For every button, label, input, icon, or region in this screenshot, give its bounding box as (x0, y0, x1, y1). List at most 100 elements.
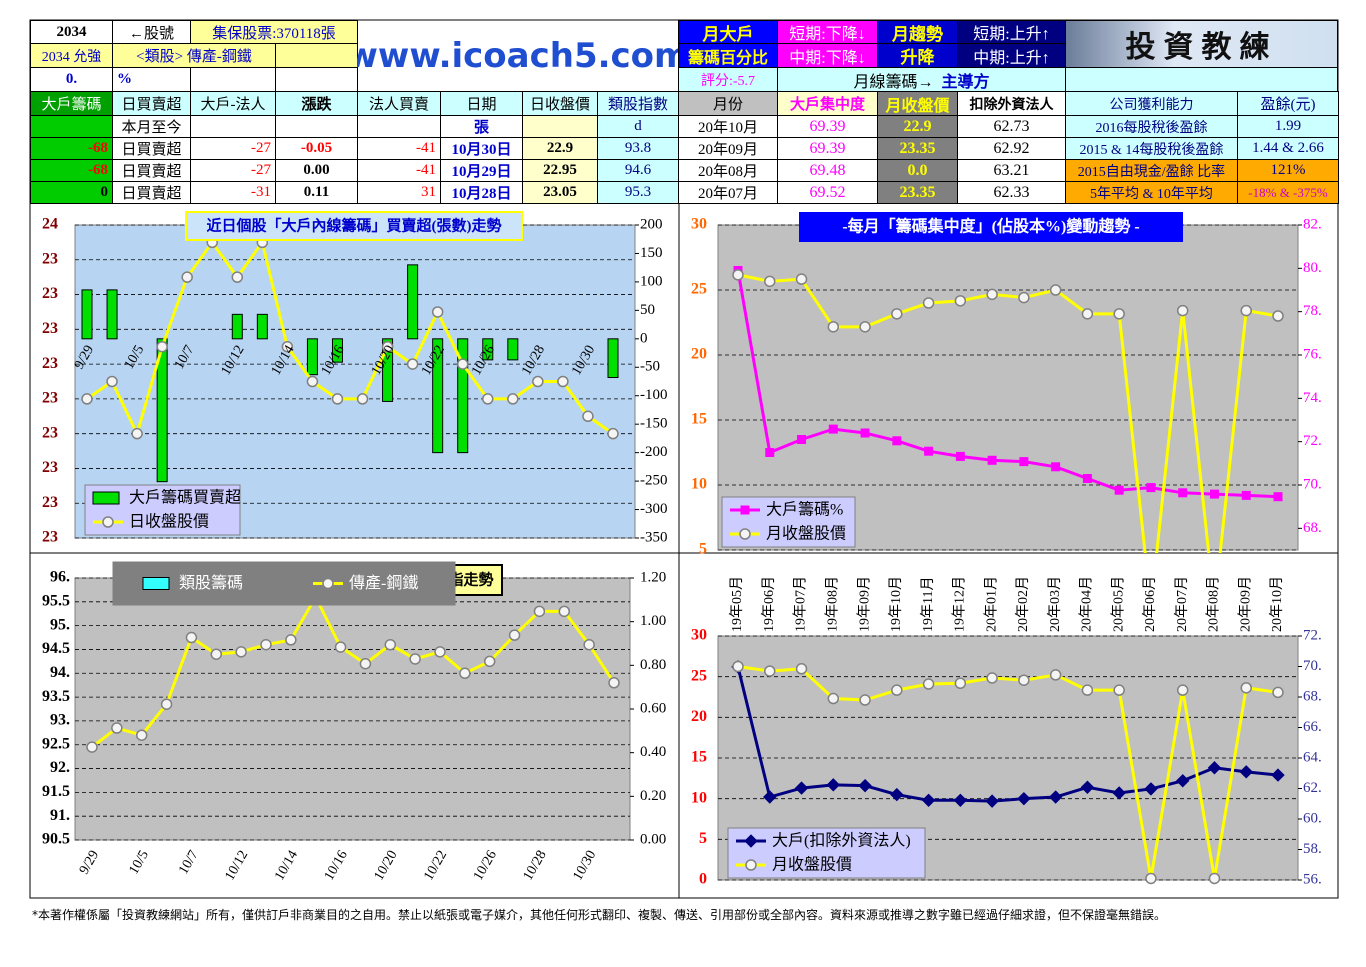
legend-label: 類股籌碼 (179, 574, 243, 592)
marker (985, 794, 999, 808)
marker (331, 393, 344, 405)
marker (434, 646, 446, 658)
bar (432, 338, 444, 454)
table-cell: 23.35 (877, 181, 958, 204)
y-tick-label: 23 (42, 390, 58, 407)
marker (281, 340, 294, 353)
x-tick-label: 20年10月 (1269, 576, 1285, 632)
marker (406, 358, 419, 370)
series-group (731, 660, 1285, 885)
main-force-label: 月線籌碼→ (853, 73, 934, 91)
y-tick-label: 93.5 (42, 688, 70, 705)
marker (507, 393, 519, 405)
month-big-2: 籌碼百分比 (678, 43, 778, 68)
pct: 0. (30, 67, 113, 92)
bar (306, 338, 318, 376)
marker (1273, 492, 1283, 502)
marker (1049, 669, 1062, 681)
y-tick-label: 15 (691, 749, 707, 766)
y-tick-label: 95. (50, 616, 70, 633)
table-cell: -68 (30, 159, 113, 182)
title-box (799, 212, 1183, 242)
footer: *本著作權係屬「投資教練網站」所有，僅供訂戶非商業目的之自用。禁止以紙張或電子媒… (32, 908, 1167, 922)
legend-marker (745, 859, 757, 871)
marker (185, 631, 198, 644)
site-logo: www.icoach5.com (357, 36, 679, 76)
y2-tick-label: -150 (640, 416, 668, 432)
table-cell: 張 (440, 115, 523, 138)
marker (409, 653, 421, 665)
marker (795, 273, 808, 285)
x-tick-label: 10/20 (372, 848, 401, 883)
plot-area (74, 577, 631, 841)
x-tick-label: 20年08月 (1206, 576, 1222, 632)
bar (457, 338, 469, 454)
table-header-cell: 日買賣超 (112, 91, 191, 116)
blank-cell (275, 43, 358, 68)
x-tick-label: 19年06月 (761, 576, 777, 632)
marker (181, 271, 193, 283)
marker (607, 427, 619, 440)
y2-tick-label: 78. (1303, 303, 1322, 319)
chart-title: -每月「籌碼集中度」(佔股本%)變動趨勢 - (842, 217, 1139, 236)
marker (891, 684, 903, 696)
marker (1049, 284, 1062, 296)
y-tick-label: 94.5 (42, 640, 70, 657)
y2-tick-label: 56. (1303, 871, 1322, 887)
bar (106, 289, 118, 340)
table-cell: 5年平均 & 10年平均 (1065, 181, 1238, 204)
y2-tick-label: 66. (1303, 719, 1322, 735)
y-tick-label: 23 (42, 250, 58, 267)
bar (382, 338, 394, 402)
y2-tick-label: 80. (1303, 260, 1322, 276)
table-header-cell: 大戶集中度 (777, 91, 878, 116)
legend-marker (740, 505, 750, 515)
legend-marker (744, 834, 758, 848)
marker (1017, 791, 1031, 806)
x-tick-label: 19年09月 (856, 576, 872, 632)
marker (1207, 761, 1222, 775)
table-cell: 2016每股稅後盈餘 (1065, 115, 1238, 138)
short-term: 短期:下降↓ (777, 20, 878, 44)
table-cell (30, 115, 113, 138)
legend-label: 日收盤股價 (129, 513, 209, 531)
y2-tick-label: 58. (1303, 841, 1322, 857)
y-tick-label: 5 (699, 830, 707, 847)
marker (764, 665, 776, 677)
y-tick-label: 0 (699, 871, 707, 888)
legend-label: 大戶(扣除外資法人) (772, 832, 911, 850)
marker (1048, 790, 1063, 804)
legend-label: 月收盤股價 (772, 856, 852, 874)
marker (1019, 457, 1029, 467)
bar (507, 338, 519, 361)
table-cell: 93.8 (597, 137, 679, 160)
y-tick-label: 10 (691, 476, 707, 493)
marker (508, 629, 521, 641)
series-group (81, 236, 619, 483)
table-cell: 63.21 (957, 159, 1066, 182)
marker (732, 269, 744, 281)
y-tick-label: 91. (50, 807, 70, 824)
y2-tick-label: 0.00 (640, 831, 666, 847)
table-cell: 31 (357, 181, 441, 204)
marker (1272, 310, 1284, 322)
table-cell: 94.6 (597, 159, 679, 182)
x-tick-label: 10/16 (322, 848, 351, 883)
marker (1082, 474, 1092, 483)
y-tick-label: 90.5 (42, 831, 70, 848)
chart-title: 指走勢 (448, 570, 493, 588)
marker (381, 340, 394, 353)
table-cell: 1.99 (1237, 115, 1339, 138)
table-cell (190, 115, 276, 138)
marker (1113, 684, 1125, 696)
marker (231, 271, 244, 283)
y2-tick-label: 70. (1303, 476, 1322, 492)
marker (86, 741, 98, 753)
table-header-cell: 扣除外資法人 (957, 91, 1066, 116)
marker (1146, 483, 1156, 493)
y2-tick-label: 76. (1303, 346, 1322, 362)
table-cell (522, 115, 598, 138)
y-tick-label: 30 (691, 216, 707, 233)
marker (1018, 674, 1030, 686)
table-header-cell: 類股指數 (597, 91, 679, 116)
